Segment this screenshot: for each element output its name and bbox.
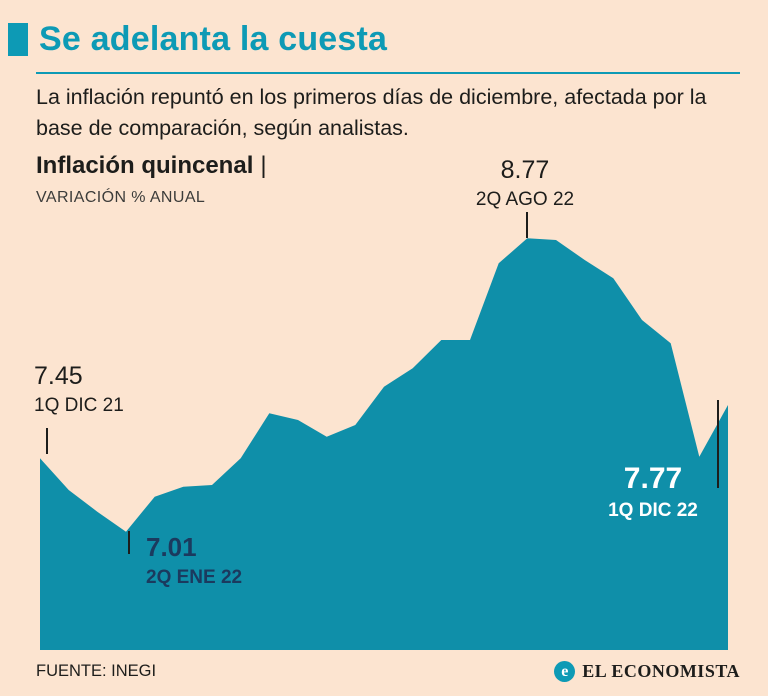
annotation-start: 7.45 1Q DIC 21 (34, 362, 124, 417)
inflation-area-chart (40, 238, 728, 650)
el-economista-logo-icon: e (554, 661, 576, 682)
brand: e EL ECONOMISTA (554, 661, 740, 682)
title-bullet (8, 23, 28, 56)
annotation-start-label: 1Q DIC 21 (34, 395, 124, 416)
chart-label: Inflación quincenal | (36, 152, 267, 180)
footer: FUENTE: INEGI e EL ECONOMISTA (36, 661, 740, 682)
annotation-low-label: 2Q ENE 22 (146, 567, 243, 588)
chart-title-separator: | (260, 152, 267, 179)
annotation-peak-label: 2Q AGO 22 (475, 189, 575, 210)
annotation-end-label: 1Q DIC 22 (608, 500, 698, 521)
callout-line-start (46, 428, 48, 454)
chart-title: Inflación quincenal (36, 152, 254, 179)
source-label: FUENTE: INEGI (36, 662, 157, 680)
annotation-peak: 8.77 2Q AGO 22 (455, 156, 595, 211)
chart-unit-label: VARIACIÓN % ANUAL (36, 189, 206, 206)
header: Se adelanta la cuesta (8, 20, 387, 59)
callout-line-low (128, 531, 130, 554)
page-title: Se adelanta la cuesta (39, 20, 388, 58)
brand-name: EL ECONOMISTA (582, 661, 740, 681)
annotation-end: 7.77 1Q DIC 22 (596, 462, 710, 522)
title-rule (36, 72, 740, 74)
callout-line-peak (526, 212, 528, 238)
annotation-low: 7.01 2Q ENE 22 (146, 532, 242, 589)
annotation-peak-value: 8.77 (500, 156, 550, 184)
subtitle: La inflación repuntó en los primeros día… (36, 85, 707, 140)
area-series (40, 238, 728, 650)
callout-line-end (717, 400, 719, 488)
annotation-end-value: 7.77 (623, 462, 683, 495)
annotation-low-value: 7.01 (146, 532, 197, 562)
annotation-start-value: 7.45 (34, 362, 83, 390)
